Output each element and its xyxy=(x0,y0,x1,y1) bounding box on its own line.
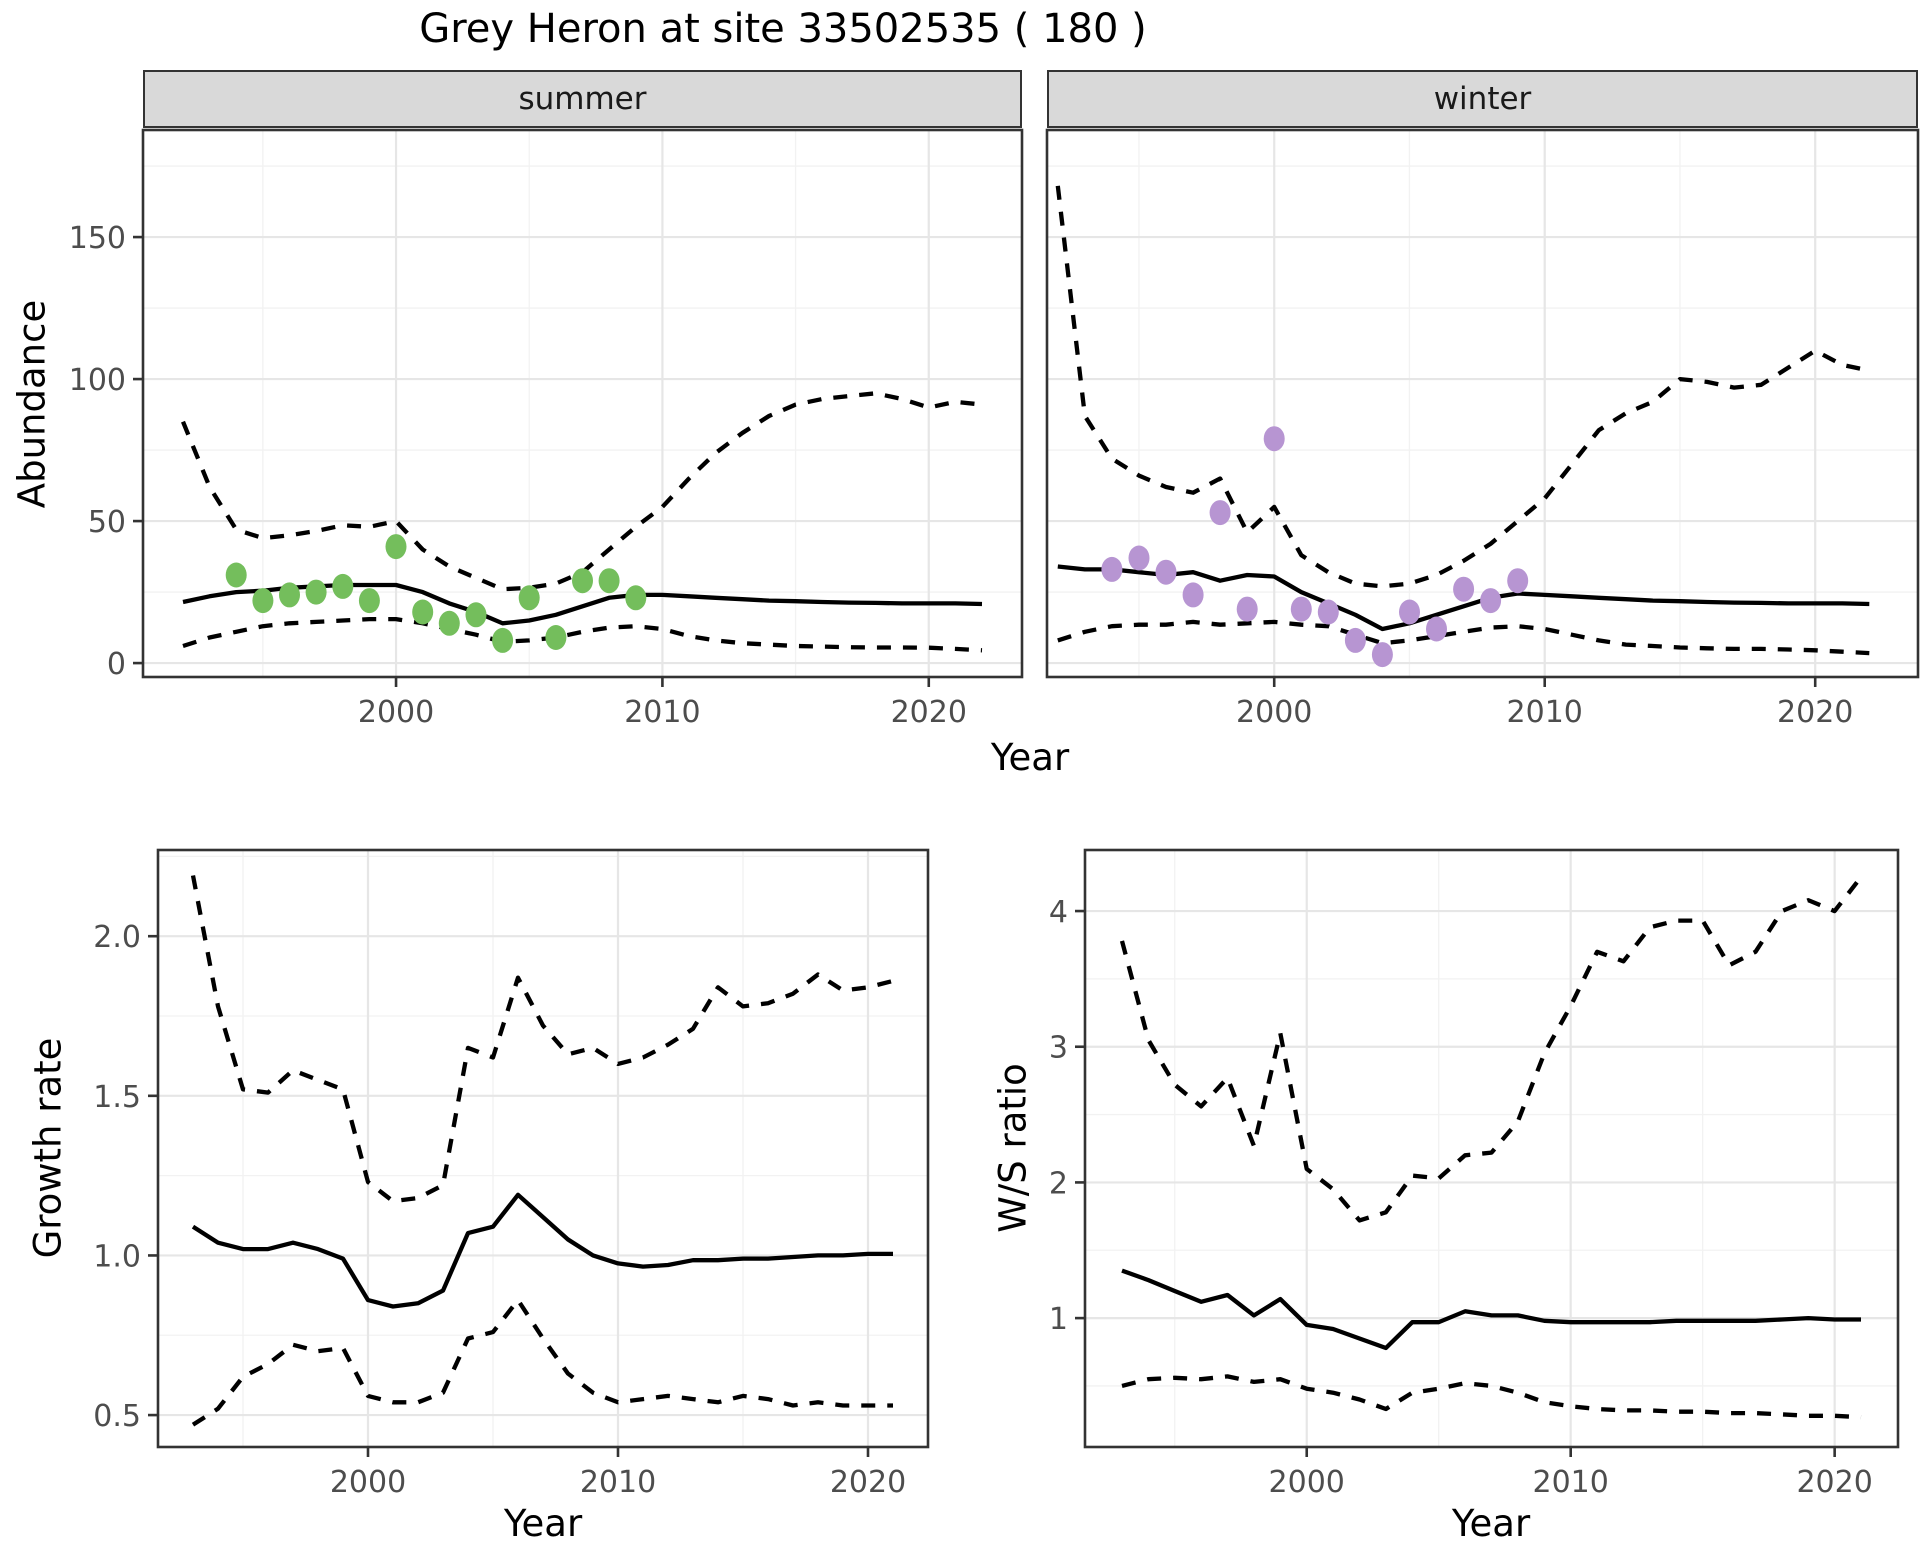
summer-point xyxy=(358,588,380,614)
summer-point xyxy=(225,562,247,588)
ws-series xyxy=(1119,875,1863,1420)
growth-y-tick-label: 1.0 xyxy=(93,1239,141,1274)
winter-point xyxy=(1480,588,1502,614)
winter-point xyxy=(1236,596,1258,622)
facet-strip-summer-label: summer xyxy=(518,81,647,117)
summer-point xyxy=(385,534,407,560)
growth-y-tick-label: 0.5 xyxy=(93,1399,141,1434)
winter-point xyxy=(1155,559,1177,585)
panel-summer: 2000 2010 2020 0 50 100 150 xyxy=(69,128,1024,730)
panel-winter: 2000 2010 2020 xyxy=(1045,128,1920,730)
summer-y-tick-label: 50 xyxy=(88,505,126,540)
winter-point xyxy=(1399,599,1420,625)
ws-ratio-x-axis-title: Year xyxy=(1451,1502,1531,1545)
plot-title: Grey Heron at site 33502535 ( 180 ) xyxy=(419,6,1147,52)
growth-x-tick-label: 2000 xyxy=(330,1465,406,1500)
growth-upper_ci-line xyxy=(190,875,894,1204)
summer-point xyxy=(252,588,274,614)
summer-observation-points xyxy=(225,534,647,653)
facet-strip-winter: winter xyxy=(1047,70,1918,128)
abundance-x-axis-title: Year xyxy=(990,736,1070,779)
summer-point xyxy=(545,625,567,650)
winter-lower_ci-line xyxy=(1057,619,1870,656)
growth-y-tick-label: 2.0 xyxy=(93,920,141,955)
winter-point xyxy=(1507,568,1529,594)
summer-point xyxy=(305,579,327,605)
summer-x-tick-label: 2000 xyxy=(358,695,434,730)
summer-point xyxy=(332,573,354,599)
ws-y-tick-label: 1 xyxy=(1049,1302,1068,1337)
winter-point xyxy=(1128,545,1150,571)
winter-mean-line xyxy=(1057,564,1870,632)
winter-x-tick-label: 2020 xyxy=(1777,695,1853,730)
winter-point xyxy=(1344,627,1366,653)
winter-x-tick-label: 2010 xyxy=(1507,695,1583,730)
summer-point xyxy=(598,568,620,594)
winter-point xyxy=(1426,616,1447,642)
winter-point xyxy=(1101,556,1123,582)
ws-x-tick-label: 2020 xyxy=(1796,1465,1872,1500)
growth-series xyxy=(190,875,894,1427)
summer-point xyxy=(625,585,647,611)
summer-point xyxy=(438,610,460,636)
panel-ws: 2000 2010 2020 1 2 3 4 xyxy=(1049,848,1900,1500)
abundance-y-axis-title: Abundance xyxy=(10,299,54,509)
winter-point xyxy=(1371,642,1393,668)
winter-series xyxy=(1055,185,1870,656)
ws-x-tick-label: 2000 xyxy=(1269,1465,1345,1500)
summer-point xyxy=(492,627,514,653)
growth-x-tick-label: 2010 xyxy=(580,1465,656,1500)
summer-x-tick-label: 2010 xyxy=(624,695,700,730)
winter-observation-points xyxy=(1101,426,1529,668)
panel-growth: 2000 2010 2020 0.5 1.0 1.5 2.0 xyxy=(93,848,930,1500)
growth-y-tick-label: 1.5 xyxy=(93,1080,141,1115)
growth-mean-line xyxy=(191,1192,893,1309)
ws-y-tick-label: 2 xyxy=(1049,1166,1068,1201)
facet-strip-summer: summer xyxy=(143,70,1022,128)
winter-upper_ci-line xyxy=(1055,185,1870,589)
winter-point xyxy=(1263,426,1285,452)
ws-y-tick-label: 4 xyxy=(1049,895,1068,930)
winter-point xyxy=(1209,500,1231,526)
ws-mean-line xyxy=(1121,1268,1861,1351)
winter-x-tick-label: 2000 xyxy=(1236,695,1312,730)
summer-point xyxy=(412,599,434,625)
summer-y-tick-label: 150 xyxy=(69,221,126,256)
winter-point xyxy=(1182,582,1204,608)
growth-rate-x-axis-title: Year xyxy=(503,1502,583,1545)
summer-point xyxy=(279,582,300,608)
winter-point xyxy=(1453,576,1475,602)
summer-lower_ci-line xyxy=(182,616,983,653)
growth-x-tick-label: 2020 xyxy=(830,1465,906,1500)
ws-x-tick-label: 2010 xyxy=(1533,1465,1609,1500)
ws-ratio-y-axis-title: W/S ratio xyxy=(991,1063,1035,1233)
summer-y-tick-label: 100 xyxy=(69,363,126,398)
ws-upper_ci-line xyxy=(1119,875,1863,1223)
facet-strip-winter-label: winter xyxy=(1433,81,1532,117)
ws-y-tick-label: 3 xyxy=(1049,1031,1068,1066)
summer-y-tick-label: 0 xyxy=(107,647,126,682)
summer-point xyxy=(465,602,487,628)
summer-point xyxy=(572,568,593,594)
growth-rate-y-axis-title: Growth rate xyxy=(26,1037,70,1259)
ws-lower_ci-line xyxy=(1121,1374,1862,1420)
summer-point xyxy=(518,585,540,611)
winter-point xyxy=(1290,596,1312,622)
summer-x-tick-label: 2020 xyxy=(891,695,967,730)
winter-point xyxy=(1317,599,1339,625)
